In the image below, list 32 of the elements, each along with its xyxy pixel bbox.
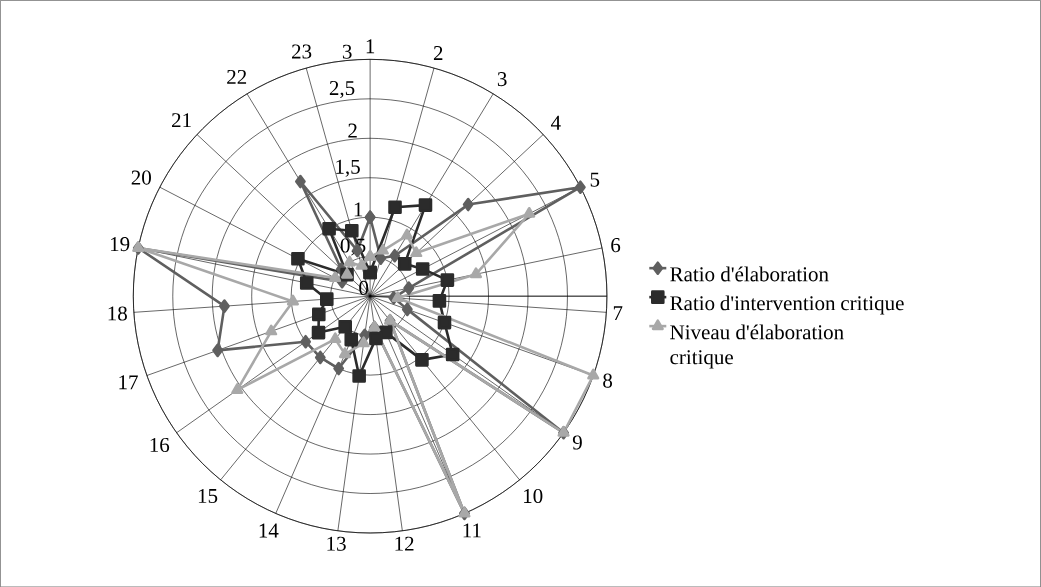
spoke-label: 4 bbox=[550, 115, 561, 130]
y-tick-label: 1 bbox=[354, 202, 363, 217]
spoke-label: 12 bbox=[395, 536, 414, 551]
spoke-label: 10 bbox=[524, 488, 543, 503]
legend-label: Niveau d'élaboration critique bbox=[670, 324, 844, 369]
legend-label: Ratio d'intervention critique bbox=[670, 295, 904, 315]
spoke-label: 21 bbox=[172, 112, 191, 127]
spoke-label: 13 bbox=[327, 536, 346, 551]
spoke-label: 7 bbox=[613, 306, 623, 320]
spoke-label: 2 bbox=[433, 45, 443, 60]
spoke-label: 11 bbox=[463, 523, 481, 538]
spoke-label: 19 bbox=[110, 236, 130, 251]
y-tick-label: 1,5 bbox=[336, 159, 360, 177]
y-tick-label: 2,5 bbox=[329, 80, 355, 98]
spoke-label: 1 bbox=[366, 39, 375, 53]
legend-label: Ratio d'élaboration bbox=[670, 266, 829, 282]
spoke-label: 3 bbox=[497, 71, 507, 86]
spoke-label: 15 bbox=[198, 488, 218, 503]
spoke-label: 22 bbox=[227, 69, 247, 84]
spoke-label: 8 bbox=[603, 373, 613, 388]
spoke-label: 17 bbox=[119, 375, 138, 389]
spoke-label: 6 bbox=[611, 237, 621, 253]
spoke-label: 18 bbox=[108, 306, 127, 321]
spoke-label: 16 bbox=[150, 437, 170, 452]
spoke-label: 23 bbox=[292, 44, 312, 59]
spoke-label: 5 bbox=[590, 172, 600, 187]
spoke-label: 20 bbox=[131, 170, 151, 185]
y-tick-label: 3 bbox=[342, 44, 352, 59]
spoke-label: 14 bbox=[259, 523, 279, 538]
y-tick-label: 2 bbox=[348, 123, 357, 138]
y-tick-label: 0 bbox=[359, 280, 369, 295]
spoke-label: 9 bbox=[572, 435, 582, 450]
